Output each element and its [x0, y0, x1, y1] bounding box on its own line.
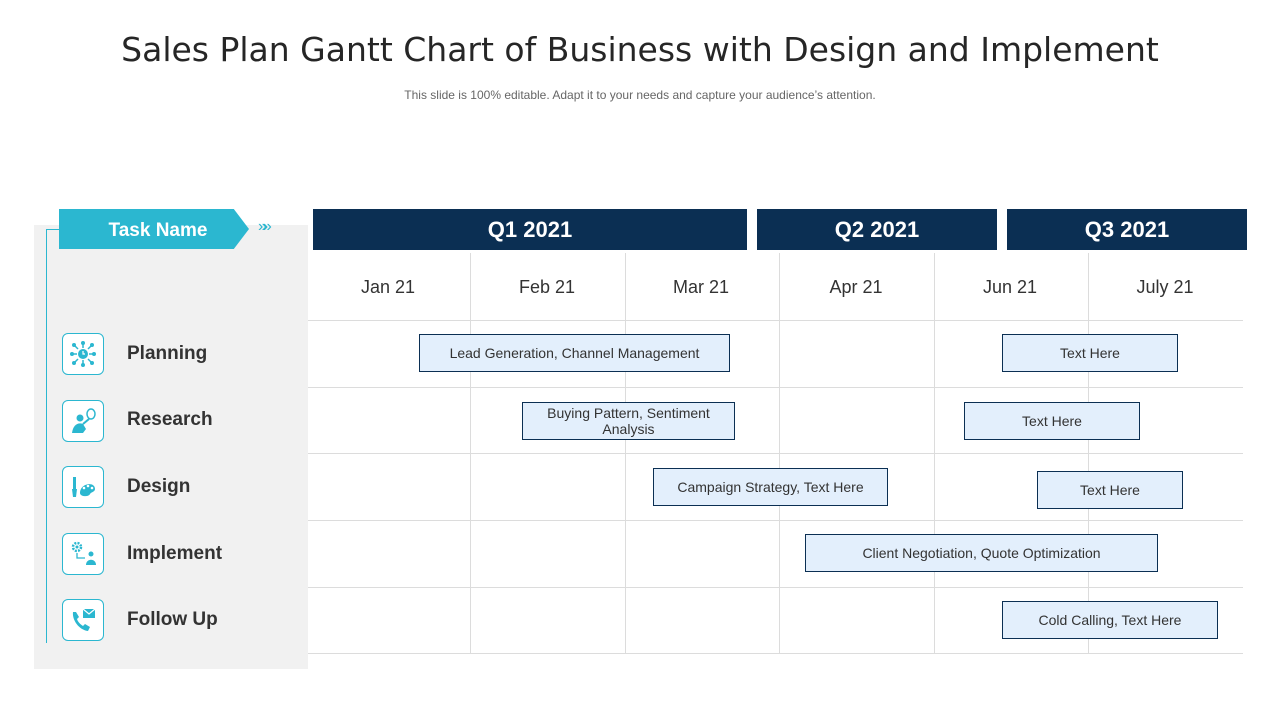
- chevrons-icon: »»: [258, 218, 272, 235]
- task-label-research: Research: [127, 409, 213, 430]
- page-subtitle: This slide is 100% editable. Adapt it to…: [404, 88, 876, 102]
- task-panel-line-top: [46, 229, 60, 230]
- gantt-bar-implement-client-negotiation: Client Negotiation, Quote Optimization: [805, 534, 1158, 572]
- gantt-bar-planning-text: Text Here: [1002, 334, 1178, 372]
- quarter-header-q3: Q3 2021: [1007, 209, 1247, 250]
- grid-line: [308, 653, 1243, 654]
- task-label-implement: Implement: [127, 543, 223, 564]
- task-name-header: Task Name: [59, 209, 249, 249]
- task-panel-line: [46, 229, 47, 643]
- month-label: Feb 21: [518, 277, 576, 297]
- gear-person-icon: [62, 533, 104, 575]
- phone-mail-icon: [62, 599, 104, 641]
- month-label: Mar 21: [672, 277, 730, 297]
- gantt-bar-planning-lead-generation: Lead Generation, Channel Management: [419, 334, 730, 372]
- quarter-header-q2: Q2 2021: [757, 209, 997, 250]
- task-panel: [34, 225, 308, 669]
- month-label: Jun 21: [982, 277, 1038, 297]
- task-label-planning: Planning: [127, 343, 208, 364]
- network-clock-icon: [62, 333, 104, 375]
- gantt-bar-research-buying-pattern: Buying Pattern, Sentiment Analysis: [522, 402, 735, 440]
- gantt-bar-design-campaign-strategy: Campaign Strategy, Text Here: [653, 468, 888, 506]
- task-name-label: Task Name: [108, 220, 208, 241]
- month-label: Apr 21: [829, 277, 883, 297]
- gantt-bar-follow-up-cold-calling: Cold Calling, Text Here: [1002, 601, 1218, 639]
- grid-line: [308, 320, 1243, 321]
- task-label-design: Design: [127, 476, 191, 497]
- person-idea-icon: [62, 400, 104, 442]
- month-label: Jan 21: [360, 277, 416, 297]
- quarter-header-q1: Q1 2021: [313, 209, 747, 250]
- grid-line: [308, 587, 1243, 588]
- page-title: Sales Plan Gantt Chart of Business with …: [121, 30, 1159, 69]
- grid-line: [308, 387, 1243, 388]
- gantt-bar-research-text: Text Here: [964, 402, 1140, 440]
- paintbrush-palette-icon: [62, 466, 104, 508]
- grid-line: [308, 453, 1243, 454]
- task-label-follow-up: Follow Up: [127, 609, 218, 630]
- month-label: July 21: [1136, 277, 1194, 297]
- grid-line: [308, 520, 1243, 521]
- gantt-bar-design-text: Text Here: [1037, 471, 1183, 509]
